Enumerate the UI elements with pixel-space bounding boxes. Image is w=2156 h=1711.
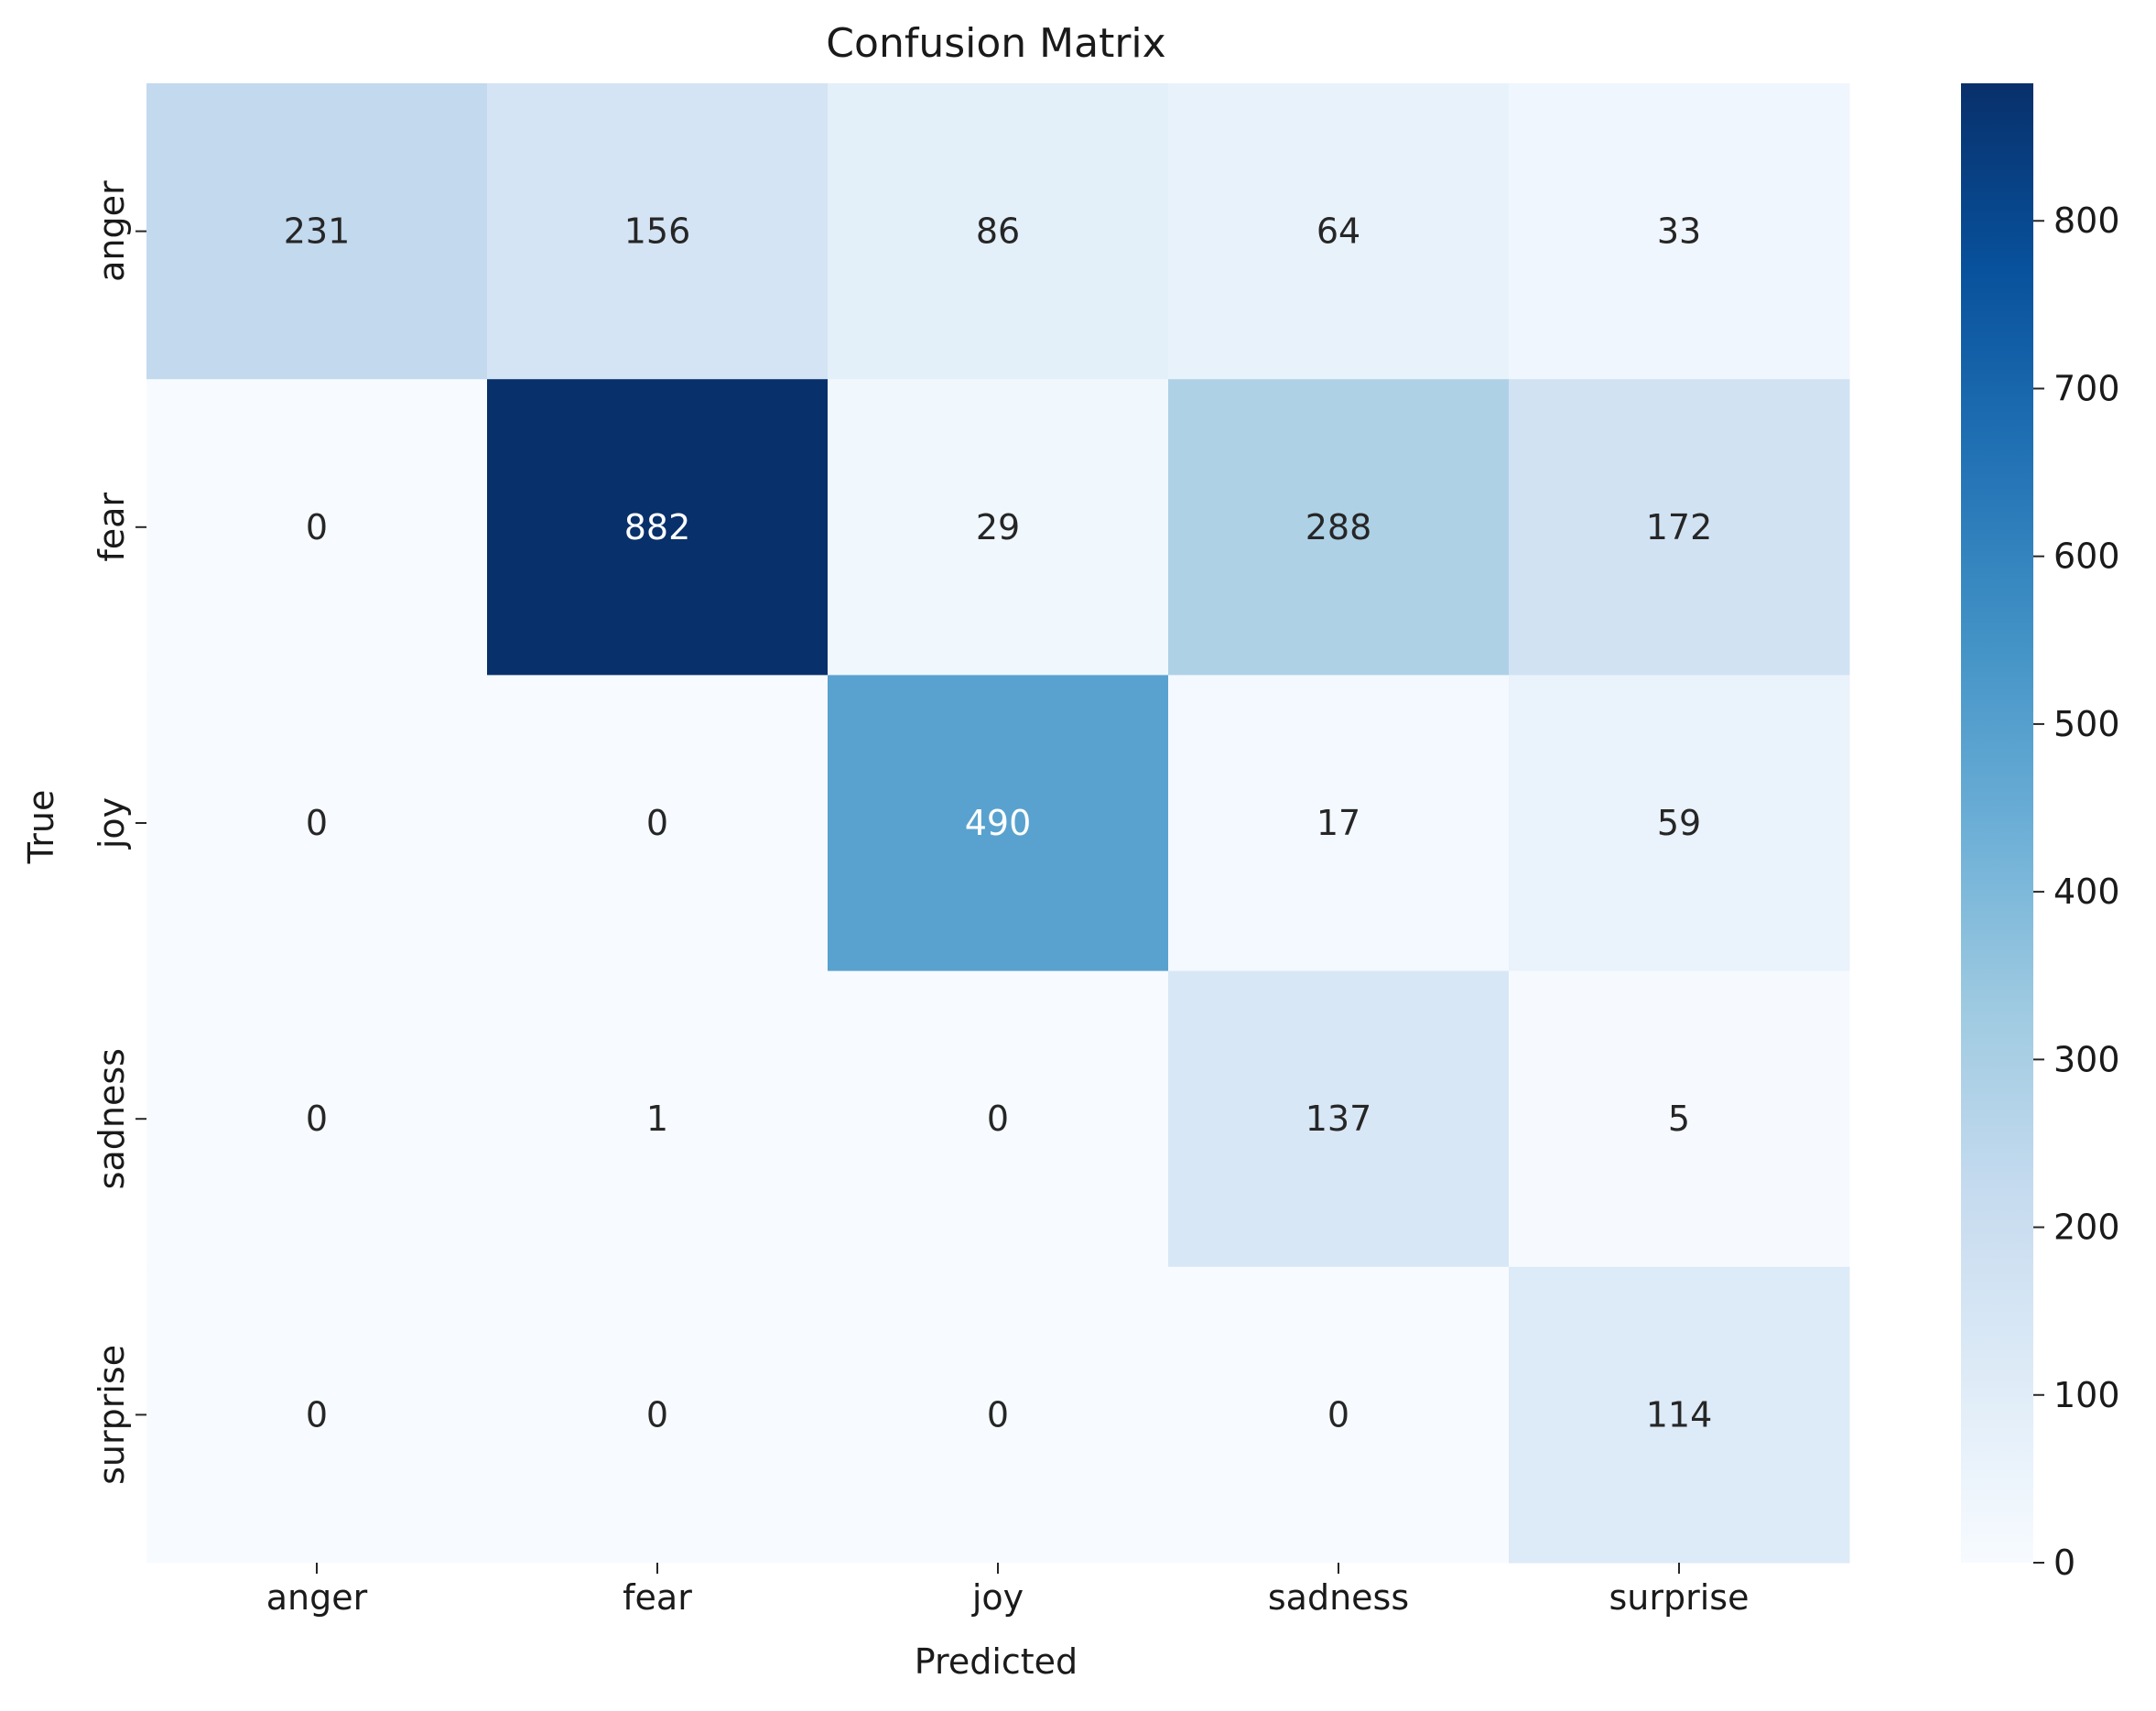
cell-value: 1 xyxy=(646,1099,668,1139)
cell-joy-anger xyxy=(146,675,488,972)
cell-joy-joy xyxy=(828,675,1169,972)
colorbar-tick-label: 100 xyxy=(2053,1375,2120,1415)
cell-anger-fear xyxy=(487,83,829,380)
cell-value: 0 xyxy=(646,803,668,843)
cell-fear-sadness xyxy=(1168,379,1510,676)
colorbar-tick-label: 300 xyxy=(2053,1039,2120,1079)
y-tick-label-fear: fear xyxy=(92,493,132,562)
cell-sadness-anger xyxy=(146,970,488,1268)
cell-fear-fear xyxy=(487,379,829,676)
colorbar-tick-label: 400 xyxy=(2053,872,2120,912)
cell-joy-fear xyxy=(487,675,829,972)
cell-fear-joy xyxy=(828,379,1169,676)
cell-value: 0 xyxy=(306,1394,328,1435)
cell-surprise-fear xyxy=(487,1266,829,1564)
cell-sadness-fear xyxy=(487,970,829,1268)
cell-value: 0 xyxy=(987,1099,1009,1139)
cell-surprise-surprise xyxy=(1509,1266,1850,1564)
cell-value: 137 xyxy=(1306,1099,1372,1139)
cell-value: 86 xyxy=(976,211,1020,252)
y-axis-ticks: anger fear joy sadness surprise xyxy=(92,180,146,1485)
cell-fear-surprise xyxy=(1509,379,1850,676)
cell-value: 0 xyxy=(646,1394,668,1435)
cell-joy-surprise xyxy=(1509,675,1850,972)
cell-value: 172 xyxy=(1646,507,1713,547)
cell-value: 490 xyxy=(965,803,1032,843)
cell-value: 0 xyxy=(306,1099,328,1139)
x-axis-ticks: anger fear joy sadness surprise xyxy=(266,1563,1750,1618)
cell-value: 231 xyxy=(284,211,351,252)
colorbar-tick-label: 0 xyxy=(2053,1543,2075,1583)
cell-surprise-sadness xyxy=(1168,1266,1510,1564)
colorbar-ticks: 0 100 200 300 400 500 600 700 800 xyxy=(2033,200,2120,1583)
cell-value: 288 xyxy=(1306,507,1372,547)
cell-value: 5 xyxy=(1668,1099,1690,1139)
cell-joy-sadness xyxy=(1168,675,1510,972)
colorbar xyxy=(1961,83,2033,1563)
cell-value: 0 xyxy=(1327,1394,1349,1435)
cell-value: 64 xyxy=(1316,211,1360,252)
x-tick-label-sadness: sadness xyxy=(1268,1577,1409,1618)
cell-sadness-surprise xyxy=(1509,970,1850,1268)
cell-sadness-sadness xyxy=(1168,970,1510,1268)
colorbar-tick-label: 200 xyxy=(2053,1207,2120,1248)
cell-surprise-anger xyxy=(146,1266,488,1564)
cell-value: 156 xyxy=(624,211,691,252)
cell-value: 114 xyxy=(1646,1394,1713,1435)
y-tick-label-joy: joy xyxy=(92,797,132,850)
cell-anger-anger xyxy=(146,83,488,380)
cell-annotations: 231 156 86 64 33 0 882 29 288 172 0 0 490 17 59 0 1 0 137 5… xyxy=(284,211,1713,1435)
cell-sadness-joy xyxy=(828,970,1169,1268)
y-tick-label-surprise: surprise xyxy=(92,1345,132,1485)
x-axis-label: Predicted xyxy=(915,1641,1078,1682)
cell-value: 59 xyxy=(1657,803,1701,843)
cell-value: 33 xyxy=(1657,211,1701,252)
y-tick-label-sadness: sadness xyxy=(92,1048,132,1189)
cell-value: 0 xyxy=(306,803,328,843)
cell-value: 17 xyxy=(1316,803,1360,843)
y-axis-label: True xyxy=(21,790,61,865)
x-tick-label-fear: fear xyxy=(623,1577,692,1618)
colorbar-tick-label: 500 xyxy=(2053,704,2120,744)
cell-fear-anger xyxy=(146,379,488,676)
cell-value: 29 xyxy=(976,507,1020,547)
chart-title: Confusion Matrix xyxy=(826,20,1165,67)
cell-anger-surprise xyxy=(1509,83,1850,380)
cell-anger-joy xyxy=(828,83,1169,380)
cell-value: 0 xyxy=(306,507,328,547)
heatmap-cells xyxy=(146,83,1850,1564)
colorbar-tick-label: 600 xyxy=(2053,536,2120,577)
colorbar-tick-label: 800 xyxy=(2053,200,2120,241)
cell-value: 0 xyxy=(987,1394,1009,1435)
cell-anger-sadness xyxy=(1168,83,1510,380)
x-tick-label-surprise: surprise xyxy=(1609,1577,1750,1618)
x-tick-label-joy: joy xyxy=(971,1577,1024,1618)
y-tick-label-anger: anger xyxy=(92,180,132,282)
colorbar-tick-label: 700 xyxy=(2053,368,2120,408)
cell-surprise-joy xyxy=(828,1266,1169,1564)
x-tick-label-anger: anger xyxy=(266,1577,368,1618)
cell-value: 882 xyxy=(624,507,691,547)
